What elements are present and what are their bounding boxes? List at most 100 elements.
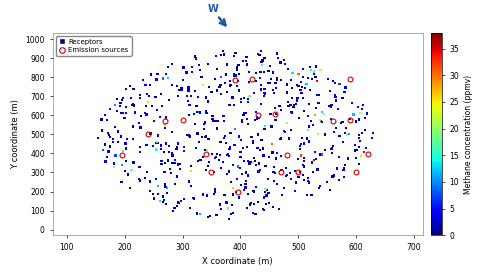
Point bbox=[136, 165, 143, 169]
Point bbox=[103, 155, 111, 159]
Point bbox=[154, 133, 162, 138]
Point bbox=[167, 171, 175, 175]
Point bbox=[338, 96, 346, 100]
Point bbox=[248, 135, 256, 139]
Point bbox=[244, 100, 252, 104]
Point bbox=[268, 124, 276, 129]
Point bbox=[303, 193, 311, 197]
Point bbox=[174, 84, 182, 88]
Point bbox=[272, 86, 280, 90]
Point bbox=[150, 196, 158, 201]
Point bbox=[226, 131, 234, 135]
Point bbox=[126, 84, 134, 88]
Point bbox=[202, 168, 210, 172]
Point bbox=[223, 153, 231, 157]
Point bbox=[310, 72, 318, 76]
Point bbox=[357, 154, 365, 159]
Point bbox=[364, 111, 372, 116]
Point bbox=[196, 110, 204, 115]
Point bbox=[189, 196, 197, 200]
Point bbox=[316, 184, 324, 188]
Point bbox=[226, 147, 234, 151]
Point bbox=[128, 96, 136, 100]
Point bbox=[174, 200, 182, 205]
Point bbox=[130, 87, 138, 91]
Point bbox=[210, 191, 218, 196]
Point bbox=[334, 166, 342, 171]
Point bbox=[252, 115, 260, 119]
Point bbox=[146, 179, 154, 184]
Point bbox=[249, 138, 257, 143]
Point bbox=[348, 101, 356, 105]
Point bbox=[258, 138, 266, 143]
Y-axis label: Methane concentration (ppmv): Methane concentration (ppmv) bbox=[464, 75, 472, 193]
Point bbox=[111, 125, 119, 129]
Point bbox=[230, 143, 238, 147]
Point bbox=[252, 117, 260, 122]
Point bbox=[313, 79, 321, 83]
Point bbox=[284, 100, 292, 104]
Point bbox=[240, 159, 248, 163]
Point bbox=[180, 197, 188, 202]
Point bbox=[158, 159, 166, 163]
Point bbox=[300, 141, 308, 146]
Point bbox=[130, 160, 138, 165]
Point bbox=[233, 65, 241, 69]
Point bbox=[294, 84, 302, 88]
Point bbox=[269, 205, 277, 209]
Point bbox=[276, 60, 284, 65]
Point bbox=[264, 81, 272, 85]
Point bbox=[310, 157, 318, 162]
Point bbox=[210, 170, 218, 174]
Point bbox=[176, 199, 184, 203]
Point bbox=[240, 59, 248, 63]
Point bbox=[226, 153, 234, 158]
Point bbox=[340, 166, 347, 171]
Point bbox=[313, 93, 321, 97]
Point bbox=[342, 85, 349, 90]
Point bbox=[318, 152, 326, 157]
Point bbox=[299, 163, 307, 167]
Point bbox=[311, 113, 319, 117]
Point bbox=[158, 162, 166, 166]
Point bbox=[352, 156, 360, 160]
Point bbox=[152, 147, 160, 152]
Point bbox=[156, 143, 164, 148]
Point bbox=[242, 179, 250, 183]
Point bbox=[191, 122, 199, 126]
Point bbox=[296, 147, 304, 151]
Point bbox=[196, 212, 204, 216]
Point bbox=[292, 169, 300, 173]
Point bbox=[100, 142, 108, 147]
Point bbox=[255, 115, 263, 120]
Point bbox=[264, 177, 272, 181]
Point bbox=[168, 130, 175, 134]
Point bbox=[210, 156, 218, 160]
Point bbox=[141, 110, 149, 115]
Point bbox=[293, 83, 301, 87]
Point bbox=[140, 176, 148, 180]
Point bbox=[219, 49, 227, 53]
Point bbox=[242, 55, 250, 59]
Point bbox=[273, 51, 281, 56]
Point bbox=[260, 153, 268, 157]
Point bbox=[204, 137, 212, 141]
Point bbox=[328, 79, 336, 83]
Point bbox=[358, 107, 366, 111]
Point bbox=[340, 168, 347, 172]
Point bbox=[180, 78, 188, 82]
Point bbox=[118, 110, 126, 115]
Point bbox=[202, 111, 210, 115]
Point bbox=[321, 132, 329, 137]
Point bbox=[270, 165, 278, 169]
Point bbox=[152, 177, 160, 181]
Point bbox=[226, 83, 234, 88]
Point bbox=[101, 113, 109, 118]
Point bbox=[246, 94, 254, 98]
Point bbox=[303, 136, 311, 141]
Point bbox=[212, 155, 220, 159]
Point bbox=[122, 159, 130, 163]
Point bbox=[232, 73, 240, 78]
Point bbox=[176, 161, 184, 166]
Point bbox=[176, 201, 184, 205]
